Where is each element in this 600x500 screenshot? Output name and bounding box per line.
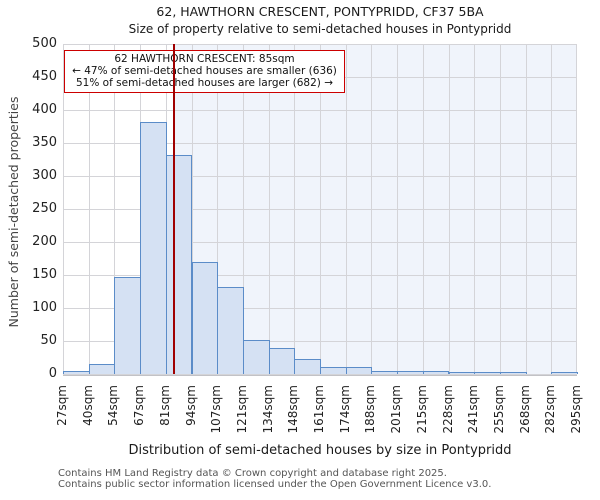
y-tick-label: 350 [32,135,57,150]
y-tick-label: 300 [32,168,57,183]
annotation-property-line: 62 HAWTHORN CRESCENT: 85sqm [114,53,295,65]
gridline-vertical [242,44,244,374]
gridline-vertical [422,44,424,374]
histogram-bar [268,348,296,374]
y-tick-label: 50 [40,333,57,348]
gridline-vertical [551,44,553,374]
y-tick-label: 200 [32,234,57,249]
y-tick-label: 500 [32,36,57,51]
gridline-vertical [397,44,399,374]
gridline-vertical [525,44,527,374]
footer-copyright-line1: Contains HM Land Registry data © Crown c… [58,468,447,479]
chart-title: 62, HAWTHORN CRESCENT, PONTYPRIDD, CF37 … [156,4,484,19]
histogram-bar [88,364,116,374]
histogram-bar [165,155,193,374]
y-tick-label: 100 [32,300,57,315]
histogram-bar [114,277,142,374]
histogram-bar [345,367,373,374]
gridline-vertical [371,44,373,374]
histogram-bar [371,371,399,374]
y-tick-label: 150 [32,267,57,282]
histogram-bar [140,122,167,374]
histogram-bar [397,371,424,374]
property-size-marker-line [173,44,176,374]
footer-copyright-line2: Contains public sector information licen… [58,479,492,490]
gridline-vertical [448,44,450,374]
gridline-vertical [320,44,321,374]
histogram-bar [320,367,347,374]
histogram-bar [499,372,527,374]
gridline-vertical [114,44,116,374]
gridline-vertical [294,44,296,374]
gridline-horizontal [63,374,577,375]
histogram-bar [242,340,270,374]
gridline-vertical [576,44,577,374]
histogram-bar [217,287,244,374]
y-tick-label: 250 [32,201,57,216]
gridline-vertical [217,44,219,374]
histogram-bar [448,372,476,374]
histogram-bar [474,372,501,374]
histogram-bar [422,371,450,374]
histogram-bar [191,262,219,374]
gridline-vertical [474,44,476,374]
gridline-vertical [268,44,270,374]
gridline-vertical [499,44,501,374]
annotation-smaller-line: ← 47% of semi-detached houses are smalle… [72,65,337,77]
histogram-bar [551,372,578,374]
gridline-vertical [345,44,347,374]
y-tick-label: 400 [32,102,57,117]
plot-area [63,44,578,376]
chart-subtitle: Size of property relative to semi-detach… [128,22,512,36]
y-tick-label: 0 [48,366,57,381]
y-tick-label: 450 [32,69,57,84]
gridline-vertical [88,44,90,374]
histogram-bar [294,359,321,374]
x-axis-title: Distribution of semi-detached houses by … [128,443,512,458]
annotation-larger-line: 51% of semi-detached houses are larger (… [76,77,333,89]
annotation-box: 62 HAWTHORN CRESCENT: 85sqm ← 47% of sem… [64,50,345,93]
gridline-vertical [63,44,64,374]
x-tick-label: 295sqm [569,385,583,434]
histogram-bar [63,371,90,374]
